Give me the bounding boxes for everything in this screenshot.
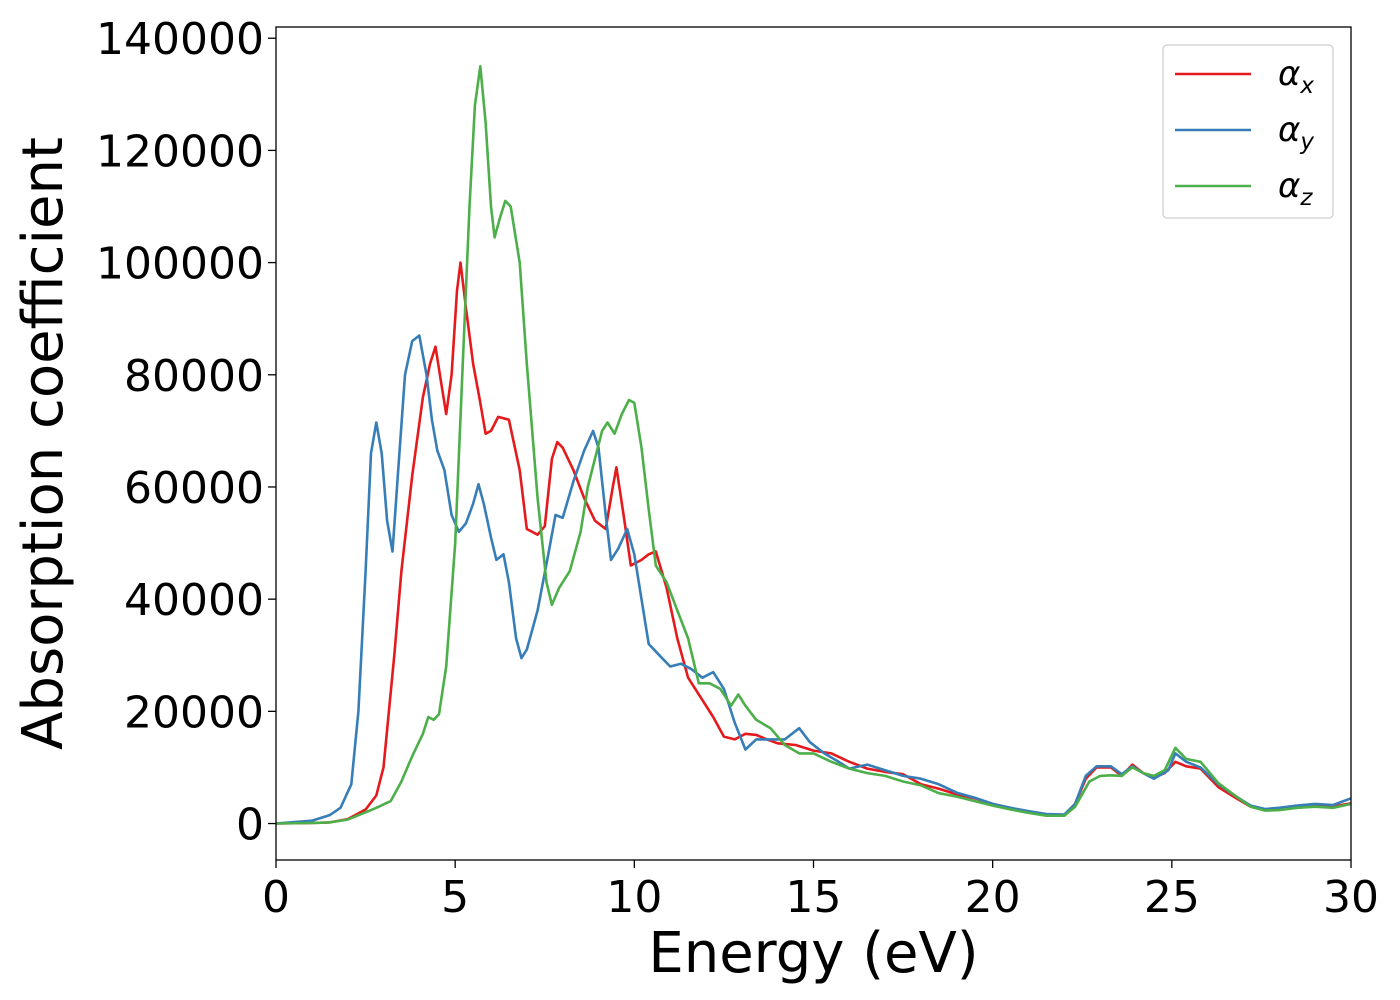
series-line-x [276, 261, 1351, 825]
y-tick-label: 100000 [96, 239, 264, 290]
y-tick-label: 40000 [124, 575, 264, 626]
y-axis-ticks: 0 20000 40000 60000 80000 100000 120000 140000 [96, 14, 276, 851]
y-tick-label: 80000 [124, 351, 264, 402]
y-tick-label: 60000 [124, 463, 264, 514]
legend: αx αy αz [1162, 44, 1334, 219]
x-tick-label: 25 [1144, 872, 1200, 923]
x-axis-title: Energy (eV) [648, 921, 978, 986]
y-tick-label: 140000 [96, 14, 264, 65]
x-axis-ticks: 0 5 10 15 20 25 30 [262, 860, 1379, 923]
x-tick-label: 20 [965, 872, 1021, 923]
x-tick-label: 5 [441, 872, 469, 923]
x-tick-label: 0 [262, 872, 290, 923]
series-line-z [276, 65, 1351, 825]
y-tick-label: 20000 [124, 687, 264, 738]
x-tick-label: 15 [786, 872, 842, 923]
legend-label-x: αx [1278, 54, 1314, 99]
legend-label-y: αy [1278, 110, 1314, 155]
legend-label-z: αz [1278, 166, 1313, 211]
x-tick-label: 30 [1323, 872, 1379, 923]
x-tick-label: 10 [606, 872, 662, 923]
legend-box [1162, 44, 1334, 219]
y-tick-label: 0 [236, 800, 264, 851]
series-line-y [276, 334, 1351, 825]
series-layer [276, 65, 1351, 825]
y-axis-title: Absorption coefficient [11, 137, 76, 750]
y-tick-label: 120000 [96, 126, 264, 177]
